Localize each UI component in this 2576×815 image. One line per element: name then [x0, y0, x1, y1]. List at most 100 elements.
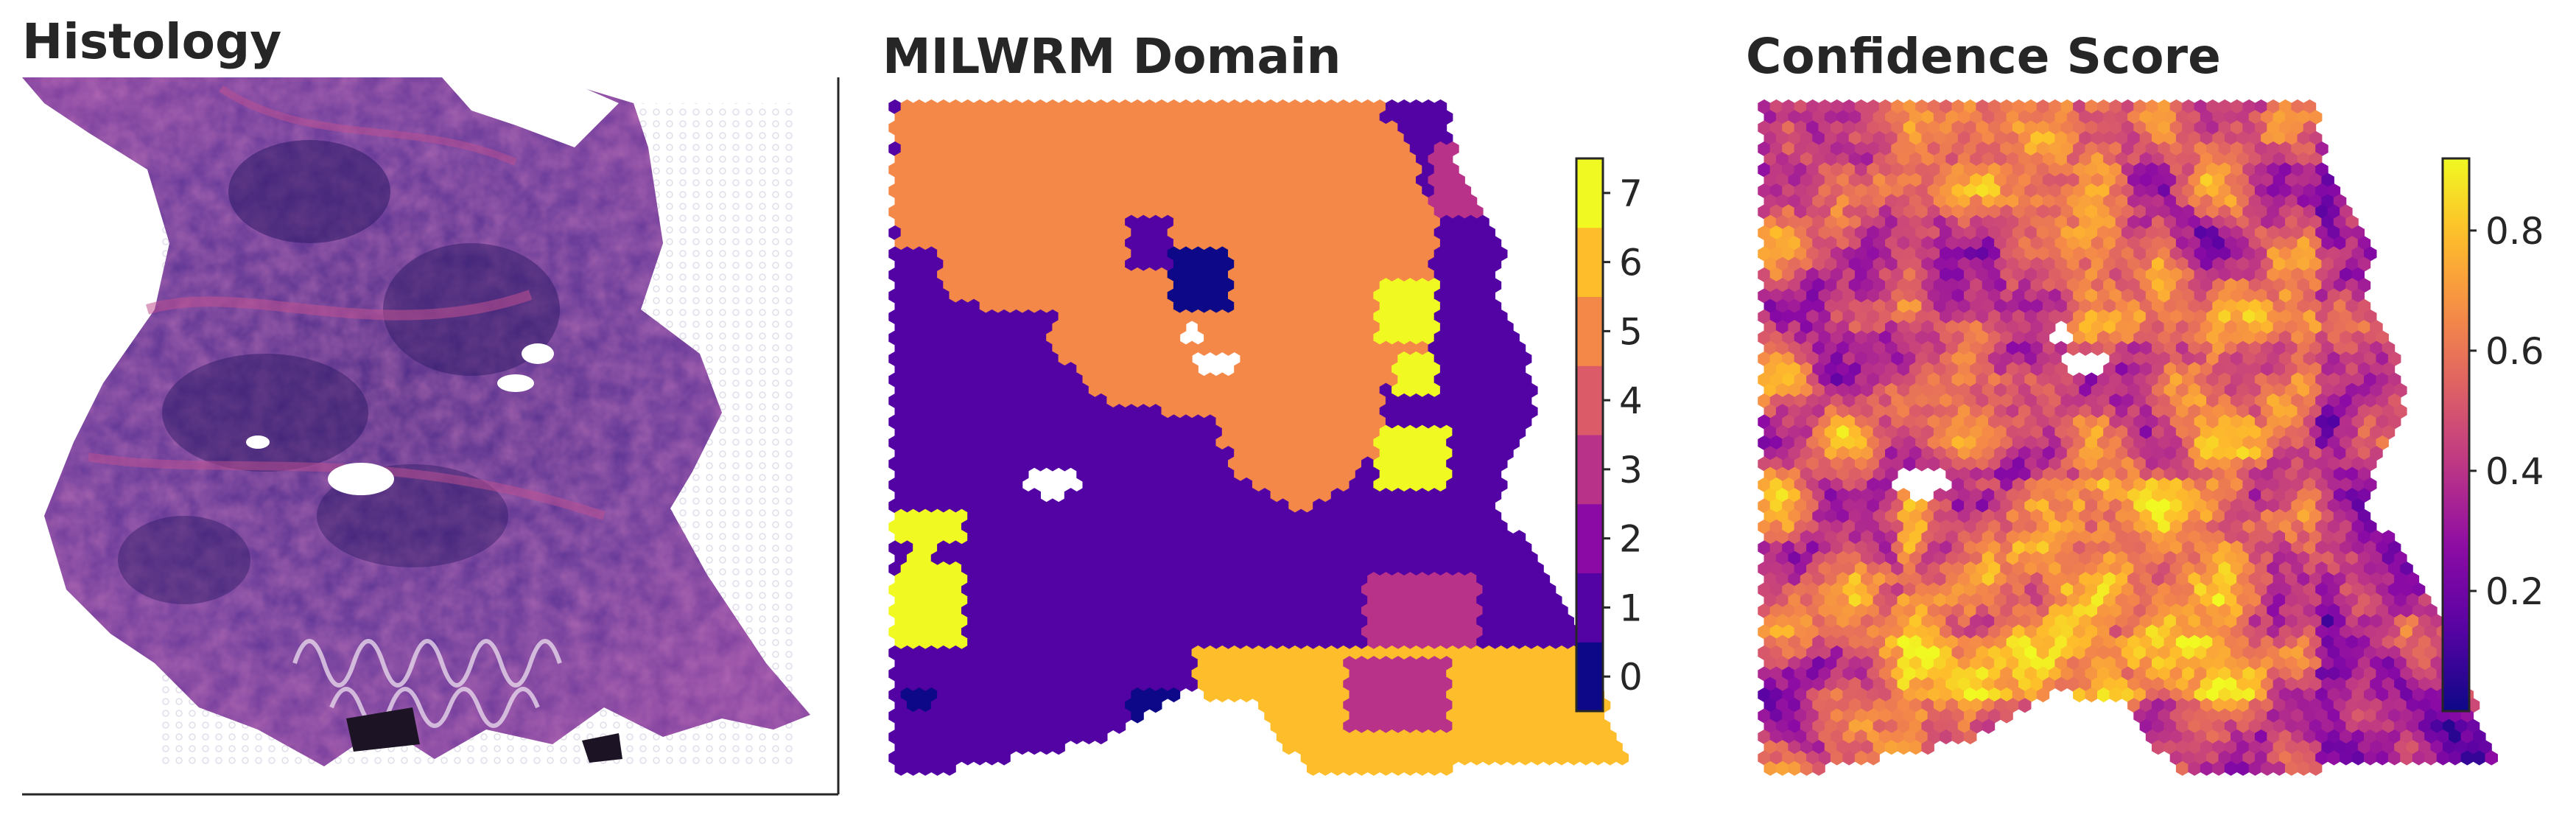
confidence-spot: [1933, 340, 1947, 356]
domain-spot: [1197, 382, 1211, 398]
domain-spot: [1397, 519, 1411, 535]
domain-spot: [900, 351, 914, 367]
confidence-spot: [2000, 225, 2013, 241]
domain-spot: [1185, 278, 1198, 293]
confidence-spot: [2231, 309, 2244, 325]
domain-spot: [1088, 446, 1102, 461]
confidence-spot: [2248, 404, 2262, 419]
confidence-spot: [2115, 424, 2129, 440]
domain-spot: [1173, 634, 1187, 650]
domain-spot: [961, 456, 975, 472]
domain-spot: [1197, 298, 1211, 314]
domain-spot: [1264, 477, 1277, 493]
confidence-spot: [2357, 278, 2371, 293]
confidence-spot: [1927, 204, 1941, 220]
confidence-spot: [1915, 351, 1929, 367]
domain-spot: [1143, 393, 1157, 409]
domain-spot: [985, 351, 999, 367]
confidence-spot: [2206, 267, 2219, 283]
confidence-spot: [1831, 393, 1844, 409]
domain-spot: [1422, 456, 1435, 472]
confidence-spot: [1806, 246, 1819, 262]
domain-spot: [1009, 372, 1023, 388]
domain-spot: [1155, 645, 1168, 661]
confidence-spot: [1951, 393, 1965, 409]
domain-spot: [1258, 382, 1271, 398]
confidence-spot: [2248, 152, 2262, 167]
domain-spot: [1246, 508, 1260, 524]
domain-spot: [1210, 340, 1223, 356]
confidence-spot: [1763, 362, 1777, 377]
domain-spot: [1112, 320, 1126, 335]
domain-spot: [1488, 320, 1502, 335]
confidence-spot: [2169, 246, 2183, 262]
domain-spot: [949, 603, 962, 619]
domain-spot: [1294, 550, 1308, 566]
domain-spot: [1416, 214, 1429, 230]
domain-spot: [919, 214, 932, 230]
domain-spot: [1221, 592, 1235, 608]
confidence-spot: [2273, 110, 2287, 125]
domain-spot: [1288, 99, 1302, 115]
confidence-spot: [2169, 141, 2183, 157]
confidence-spot: [2158, 372, 2171, 388]
domain-spot: [1282, 382, 1296, 398]
domain-spot: [1276, 204, 1290, 220]
domain-spot: [1149, 698, 1162, 713]
domain-spot: [1403, 718, 1417, 734]
domain-spot: [1173, 152, 1187, 167]
confidence-spot: [2248, 214, 2262, 230]
domain-spot: [1282, 194, 1296, 209]
domain-spot: [1058, 372, 1072, 388]
confidence-spot: [2327, 414, 2341, 430]
confidence-spot: [1818, 204, 1831, 220]
domain-spot: [955, 362, 969, 377]
confidence-spot: [2242, 351, 2256, 367]
confidence-spot: [1782, 267, 1795, 283]
domain-spot: [1495, 414, 1508, 430]
domain-spot: [1464, 488, 1478, 503]
domain-spot: [1397, 414, 1411, 430]
domain-spot: [1046, 309, 1059, 325]
domain-spot: [900, 456, 914, 472]
domain-spot: [919, 614, 932, 629]
domain-spot: [1228, 603, 1241, 619]
domain-spot: [1379, 592, 1393, 608]
confidence-spot: [2066, 424, 2080, 440]
domain-spot: [1228, 666, 1241, 682]
domain-spot: [943, 424, 956, 440]
domain-spot: [1131, 687, 1144, 703]
confidence-spot: [2066, 194, 2080, 209]
domain-spot: [1379, 110, 1393, 125]
confidence-spot: [1994, 214, 2007, 230]
domain-spot: [1495, 603, 1508, 619]
confidence-spot: [2261, 152, 2274, 167]
domain-spot: [997, 288, 1011, 304]
domain-spot: [1179, 561, 1193, 577]
confidence-spot: [1800, 172, 1814, 188]
domain-spot: [1367, 194, 1380, 209]
domain-spot: [1101, 676, 1114, 692]
confidence-spot: [1854, 351, 1868, 367]
domain-spot: [1016, 530, 1029, 545]
domain-spot: [1009, 309, 1023, 325]
domain-spot: [1106, 708, 1120, 724]
domain-spot: [1433, 750, 1447, 766]
confidence-spot: [2376, 414, 2389, 430]
domain-spot: [1197, 488, 1211, 503]
confidence-spot: [2200, 382, 2214, 398]
confidence-spot: [2333, 446, 2347, 461]
confidence-spot: [1775, 256, 1789, 272]
domain-spot: [1137, 550, 1151, 566]
domain-spot: [1355, 194, 1369, 209]
confidence-spot: [1836, 110, 1850, 125]
domain-spot: [1324, 288, 1338, 304]
domain-spot: [997, 687, 1011, 703]
confidence-spot: [2224, 404, 2238, 419]
domain-spot: [1046, 687, 1059, 703]
confidence-spot: [2224, 236, 2238, 251]
domain-spot: [967, 424, 980, 440]
domain-spot: [1416, 572, 1429, 587]
domain-spot: [888, 645, 902, 661]
domain-spot: [997, 519, 1011, 535]
